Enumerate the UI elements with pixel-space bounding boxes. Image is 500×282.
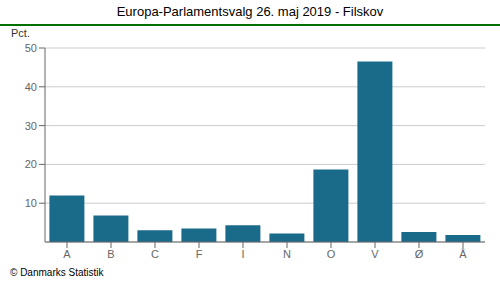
svg-text:F: F — [196, 248, 203, 260]
svg-text:N: N — [283, 248, 291, 260]
svg-text:40: 40 — [25, 81, 37, 93]
svg-text:O: O — [327, 248, 336, 260]
svg-text:20: 20 — [25, 158, 37, 170]
html-text:Europa-Parlamentsvalg 26. maj: Europa-Parlamentsvalg 26. maj 2019 - Fil… — [116, 4, 384, 19]
svg-text:Å: Å — [459, 248, 467, 260]
svg-text:A: A — [63, 248, 71, 260]
svg-text:B: B — [107, 248, 114, 260]
svg-text:Ø: Ø — [415, 248, 424, 260]
svg-text:50: 50 — [25, 42, 37, 54]
svg-text:V: V — [371, 248, 379, 260]
svg-text:10: 10 — [25, 197, 37, 209]
html-text:© Danmarks Statistik: © Danmarks Statistik — [10, 267, 104, 278]
svg-text:I: I — [241, 248, 244, 260]
svg-text:30: 30 — [25, 120, 37, 132]
svg-text:C: C — [151, 248, 159, 260]
html-text:Pct.: Pct. — [11, 27, 30, 39]
